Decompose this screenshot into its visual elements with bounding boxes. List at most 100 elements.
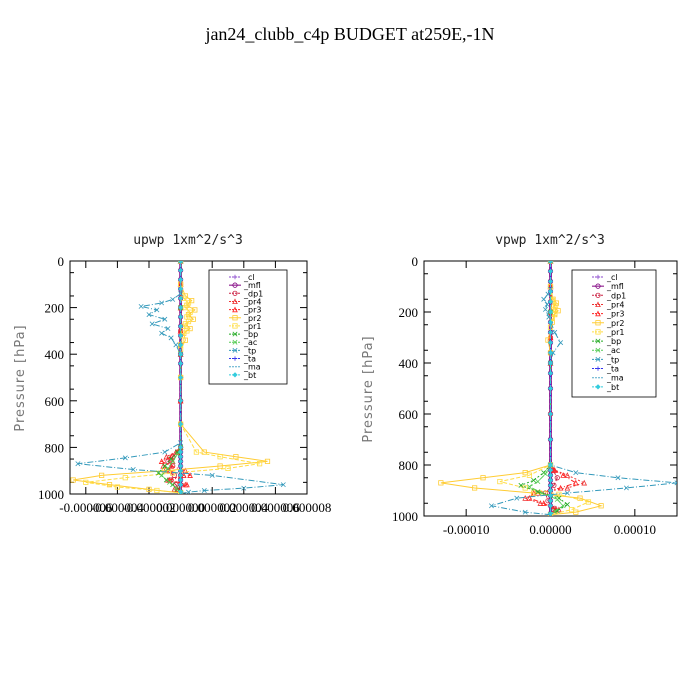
series-point-ac [554, 496, 560, 502]
legend-label-dp1: _dp1 [243, 289, 263, 298]
series-point-tp [162, 316, 168, 322]
series-point-tp [165, 326, 171, 332]
series-point-pr4 [564, 472, 571, 478]
legend-label-pr4: _pr4 [243, 297, 261, 306]
series-point-tp [122, 455, 128, 461]
series-point-bt [547, 436, 554, 443]
series-point-pr2 [106, 482, 113, 488]
legend-label-pr1: _pr1 [606, 328, 624, 337]
series-point-tp [173, 342, 179, 348]
series-point-bt [547, 411, 554, 417]
legend-label-bt: _bt [243, 371, 256, 380]
series-point-bt [177, 323, 184, 329]
panel-title: vpwp 1xm^2/s^3 [495, 233, 605, 248]
legend-marker-tp [595, 356, 601, 362]
legend-marker-ac [232, 339, 238, 345]
series-point-bt [177, 314, 184, 320]
legend-marker-dp1 [595, 292, 601, 298]
legend-label-tp: _tp [606, 355, 619, 364]
x-tick-label: 0.000002 [188, 500, 237, 515]
y-tick-label: 200 [399, 305, 419, 320]
y-tick-label: 1000 [392, 509, 418, 524]
series-point-pr1 [187, 309, 193, 315]
series-point-pr1 [114, 484, 120, 490]
legend-marker-pr4 [595, 301, 601, 308]
y-tick-label: 0 [58, 254, 65, 269]
series-point-pr1 [193, 449, 199, 455]
y-tick-label: 600 [45, 394, 65, 409]
plot-frame [69, 260, 308, 495]
legend-marker-ac [595, 347, 601, 353]
series-point-tp [130, 467, 136, 473]
series-point-pr4 [163, 453, 170, 460]
y-tick-label: 200 [45, 301, 65, 316]
series-point-tp [488, 503, 494, 509]
series-point-bt [547, 268, 554, 274]
legend-marker-pr3 [232, 306, 238, 313]
legend-label-mfl: _mfl [243, 281, 261, 290]
series-point-tp [522, 509, 528, 515]
legend-label-ac: _ac [243, 338, 257, 347]
series-point-tp [674, 480, 677, 486]
series-point-ac [539, 490, 545, 496]
legend-marker-pr2 [232, 315, 238, 321]
series-point-pr4 [564, 484, 571, 491]
series-point-pr4 [522, 495, 529, 501]
series-point-tp [186, 489, 191, 494]
legend-marker-cl [595, 274, 601, 280]
series-point-bt [547, 477, 554, 483]
legend-label-pr3: _pr3 [243, 306, 261, 315]
legend-marker-bp [595, 338, 601, 344]
series-point-ac [173, 485, 179, 491]
series-point-pr2 [217, 463, 223, 469]
series-point-bt [547, 385, 554, 392]
series-point-pr3 [184, 481, 190, 488]
series-group [70, 261, 286, 494]
series-point-pr4 [537, 500, 544, 506]
series-point-pr2 [438, 480, 444, 486]
series-point-pr3 [540, 500, 547, 506]
legend-marker-bt [232, 372, 238, 378]
series-point-bp [168, 456, 174, 462]
series-point-tp [280, 482, 286, 488]
legend-label-pr3: _pr3 [606, 310, 624, 319]
series-point-pr2 [182, 337, 188, 343]
series-point-pr1 [497, 478, 503, 485]
legend-label-cl: _cl [606, 273, 618, 282]
series-point-tp [154, 307, 160, 313]
series-point-tp [162, 449, 168, 455]
series-point-bt [547, 487, 554, 494]
series-point-tp [552, 329, 558, 335]
legend-label-bp: _bp [243, 330, 258, 339]
series-point-pr4 [171, 486, 178, 492]
series-point-tp [241, 485, 247, 491]
series-point-bt [177, 295, 184, 301]
series-point-pr1 [552, 310, 558, 316]
legend-marker-ta [595, 366, 601, 371]
series-line-pr3 [528, 261, 577, 516]
series-point-bt [547, 299, 554, 305]
series-point-pr1 [256, 461, 263, 467]
x-tick-label: -0.000004 [91, 500, 145, 515]
legend-label-tp: _tp [243, 346, 256, 355]
series-point-pr3 [526, 495, 533, 501]
x-tick-label: 0.000008 [283, 500, 332, 515]
series-point-pr1 [585, 499, 592, 505]
series-point-bt [547, 510, 554, 516]
series-point-tp [75, 461, 81, 467]
legend: _cl_mfl_dp1_pr4_pr3_pr2_pr1_bp_ac_tp_ta_… [571, 269, 657, 398]
series-point-pr1 [83, 479, 89, 485]
series-point-pr1 [185, 318, 192, 325]
y-tick-label: 600 [399, 407, 419, 422]
series-line-pr4 [523, 261, 586, 516]
series-point-bt [177, 398, 184, 404]
legend-label-pr1: _pr1 [243, 322, 261, 331]
series-point-bp [162, 463, 168, 469]
series-point-bt [547, 278, 554, 285]
y-axis-label: Pressure [hPa] [13, 324, 28, 431]
series-point-bt [547, 309, 554, 315]
legend-marker-bp [232, 331, 238, 337]
series-point-pr3 [158, 458, 165, 464]
y-tick-label: 800 [45, 440, 65, 455]
